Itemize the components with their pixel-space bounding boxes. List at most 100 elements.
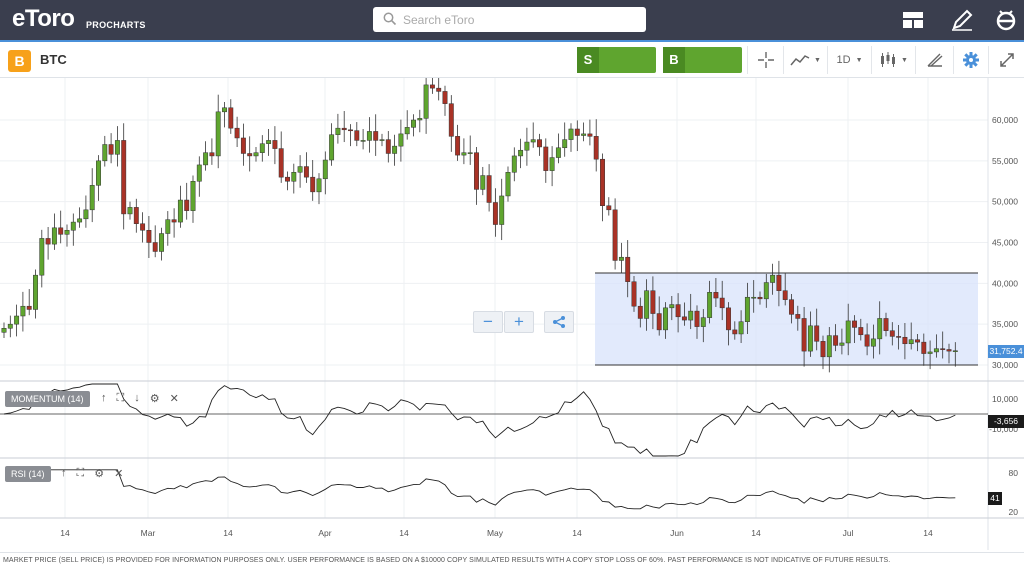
sell-button[interactable]: S 31752.41 [577, 47, 656, 93]
candle-up [20, 305, 26, 317]
range-selection-box[interactable] [595, 273, 978, 365]
interval-button[interactable]: 1D ▼ [827, 46, 871, 74]
move-up-icon[interactable]: ↑ [101, 392, 107, 404]
candle-up [933, 348, 939, 353]
zoom-in-button[interactable]: + [504, 311, 534, 333]
candle-down [543, 146, 549, 171]
momentum-indicator-label[interactable]: MOMENTUM (14) [5, 391, 90, 407]
move-down-icon[interactable]: ↓ [134, 392, 140, 404]
sell-price: 31752.41 [583, 78, 638, 93]
candle-up [1, 328, 7, 333]
candle-down [650, 290, 656, 314]
candle-down [385, 139, 391, 154]
chart-type-button[interactable]: ▼ [783, 46, 827, 74]
candle-down [354, 130, 360, 141]
candle-down [228, 107, 234, 129]
gear-icon[interactable]: ⚙ [94, 468, 105, 480]
candle-down [45, 238, 51, 245]
buy-button[interactable]: B 31991.41 [663, 47, 742, 93]
candle-down [171, 219, 177, 223]
candle-down [757, 296, 763, 300]
candle-up [77, 218, 83, 223]
candle-down [921, 341, 927, 354]
candle-up [33, 274, 38, 310]
candles-icon [881, 52, 896, 67]
candle-down [209, 152, 215, 157]
share-icon [553, 316, 565, 328]
momentum-line [3, 383, 956, 457]
candle-down [272, 140, 278, 149]
drawing-tools-button[interactable] [915, 46, 953, 74]
x-tick-label: 14 [751, 528, 761, 538]
maximize-icon[interactable]: ⛶ [116, 392, 125, 404]
candle-up [259, 143, 265, 153]
candle-down [285, 176, 290, 182]
rsi-indicator-label[interactable]: RSI (14) [5, 466, 51, 482]
candle-up [39, 238, 45, 276]
etoro-e-icon[interactable] [992, 6, 1020, 34]
sell-tag: S [577, 47, 599, 73]
candle-down [492, 202, 498, 225]
candle-up [826, 335, 832, 358]
gear-icon[interactable]: ⚙ [149, 393, 160, 405]
candle-up [751, 296, 757, 299]
expand-icon [999, 53, 1014, 67]
search-icon [383, 12, 397, 26]
close-icon[interactable]: ✕ [114, 468, 124, 480]
buy-tag: B [663, 47, 685, 73]
last-price-tag: 31,752.4 [988, 345, 1024, 358]
etoro-logo[interactable]: eToro [12, 5, 75, 32]
fullscreen-button[interactable] [988, 46, 1024, 74]
candle-up [102, 144, 108, 162]
logo-subtitle: PROCHARTS [86, 20, 146, 30]
candle-down [726, 307, 731, 331]
search-box[interactable] [373, 7, 646, 32]
candle-up [7, 323, 13, 329]
candle-up [952, 350, 958, 352]
candle-up [398, 133, 404, 147]
candle-down [940, 348, 946, 350]
chart-area[interactable]: 60,000 55,000 50,000 45,000 40,000 35,000 30,0… [0, 70, 1024, 550]
zoom-out-button[interactable]: − [473, 311, 503, 333]
share-button[interactable] [544, 311, 574, 333]
candle-up [738, 321, 744, 335]
momentum-controls: ↑ ⛶ ↓ ⚙ ✕ [101, 392, 179, 405]
candle-down [946, 349, 952, 352]
close-icon[interactable]: ✕ [169, 393, 179, 405]
candle-down [133, 207, 139, 224]
draw-pencil-icon[interactable] [948, 6, 976, 34]
y-tick-label: 45,000 [992, 238, 1018, 248]
top-bar: eToro PROCHARTS [0, 0, 1024, 40]
footer: MARKET PRICE (SELL PRICE) IS PROVIDED FO… [0, 552, 1024, 577]
crosshair-button[interactable] [747, 46, 783, 74]
candle-down [612, 209, 618, 261]
candle-down [574, 128, 580, 136]
candle-up [688, 310, 694, 321]
candle-down [656, 313, 662, 331]
search-input[interactable] [403, 11, 633, 29]
price-chart[interactable]: 60,000 55,000 50,000 45,000 40,000 35,000 30,0… [0, 70, 1024, 550]
candle-down [146, 230, 152, 243]
maximize-icon[interactable]: ⛶ [76, 467, 85, 479]
indicators-button[interactable]: ▼ [871, 46, 915, 74]
candle-down [852, 320, 857, 328]
layout-icon[interactable] [899, 6, 927, 34]
candle-down [789, 299, 794, 315]
candle-up [379, 139, 385, 141]
candle-up [480, 175, 486, 190]
candle-up [392, 145, 398, 154]
candle-up [411, 119, 416, 128]
candle-down [58, 227, 64, 235]
candle-down [713, 292, 719, 299]
candle-down [442, 91, 448, 104]
candle-up [89, 185, 95, 211]
candle-up [360, 140, 366, 142]
move-up-icon[interactable]: ↑ [61, 467, 67, 479]
candle-up [581, 133, 587, 136]
candle-down [883, 318, 889, 331]
chevron-down-icon: ▼ [855, 56, 863, 64]
candle-up [467, 152, 473, 154]
candle-down [675, 304, 681, 318]
settings-button[interactable] [953, 46, 988, 74]
candle-up [196, 164, 202, 182]
